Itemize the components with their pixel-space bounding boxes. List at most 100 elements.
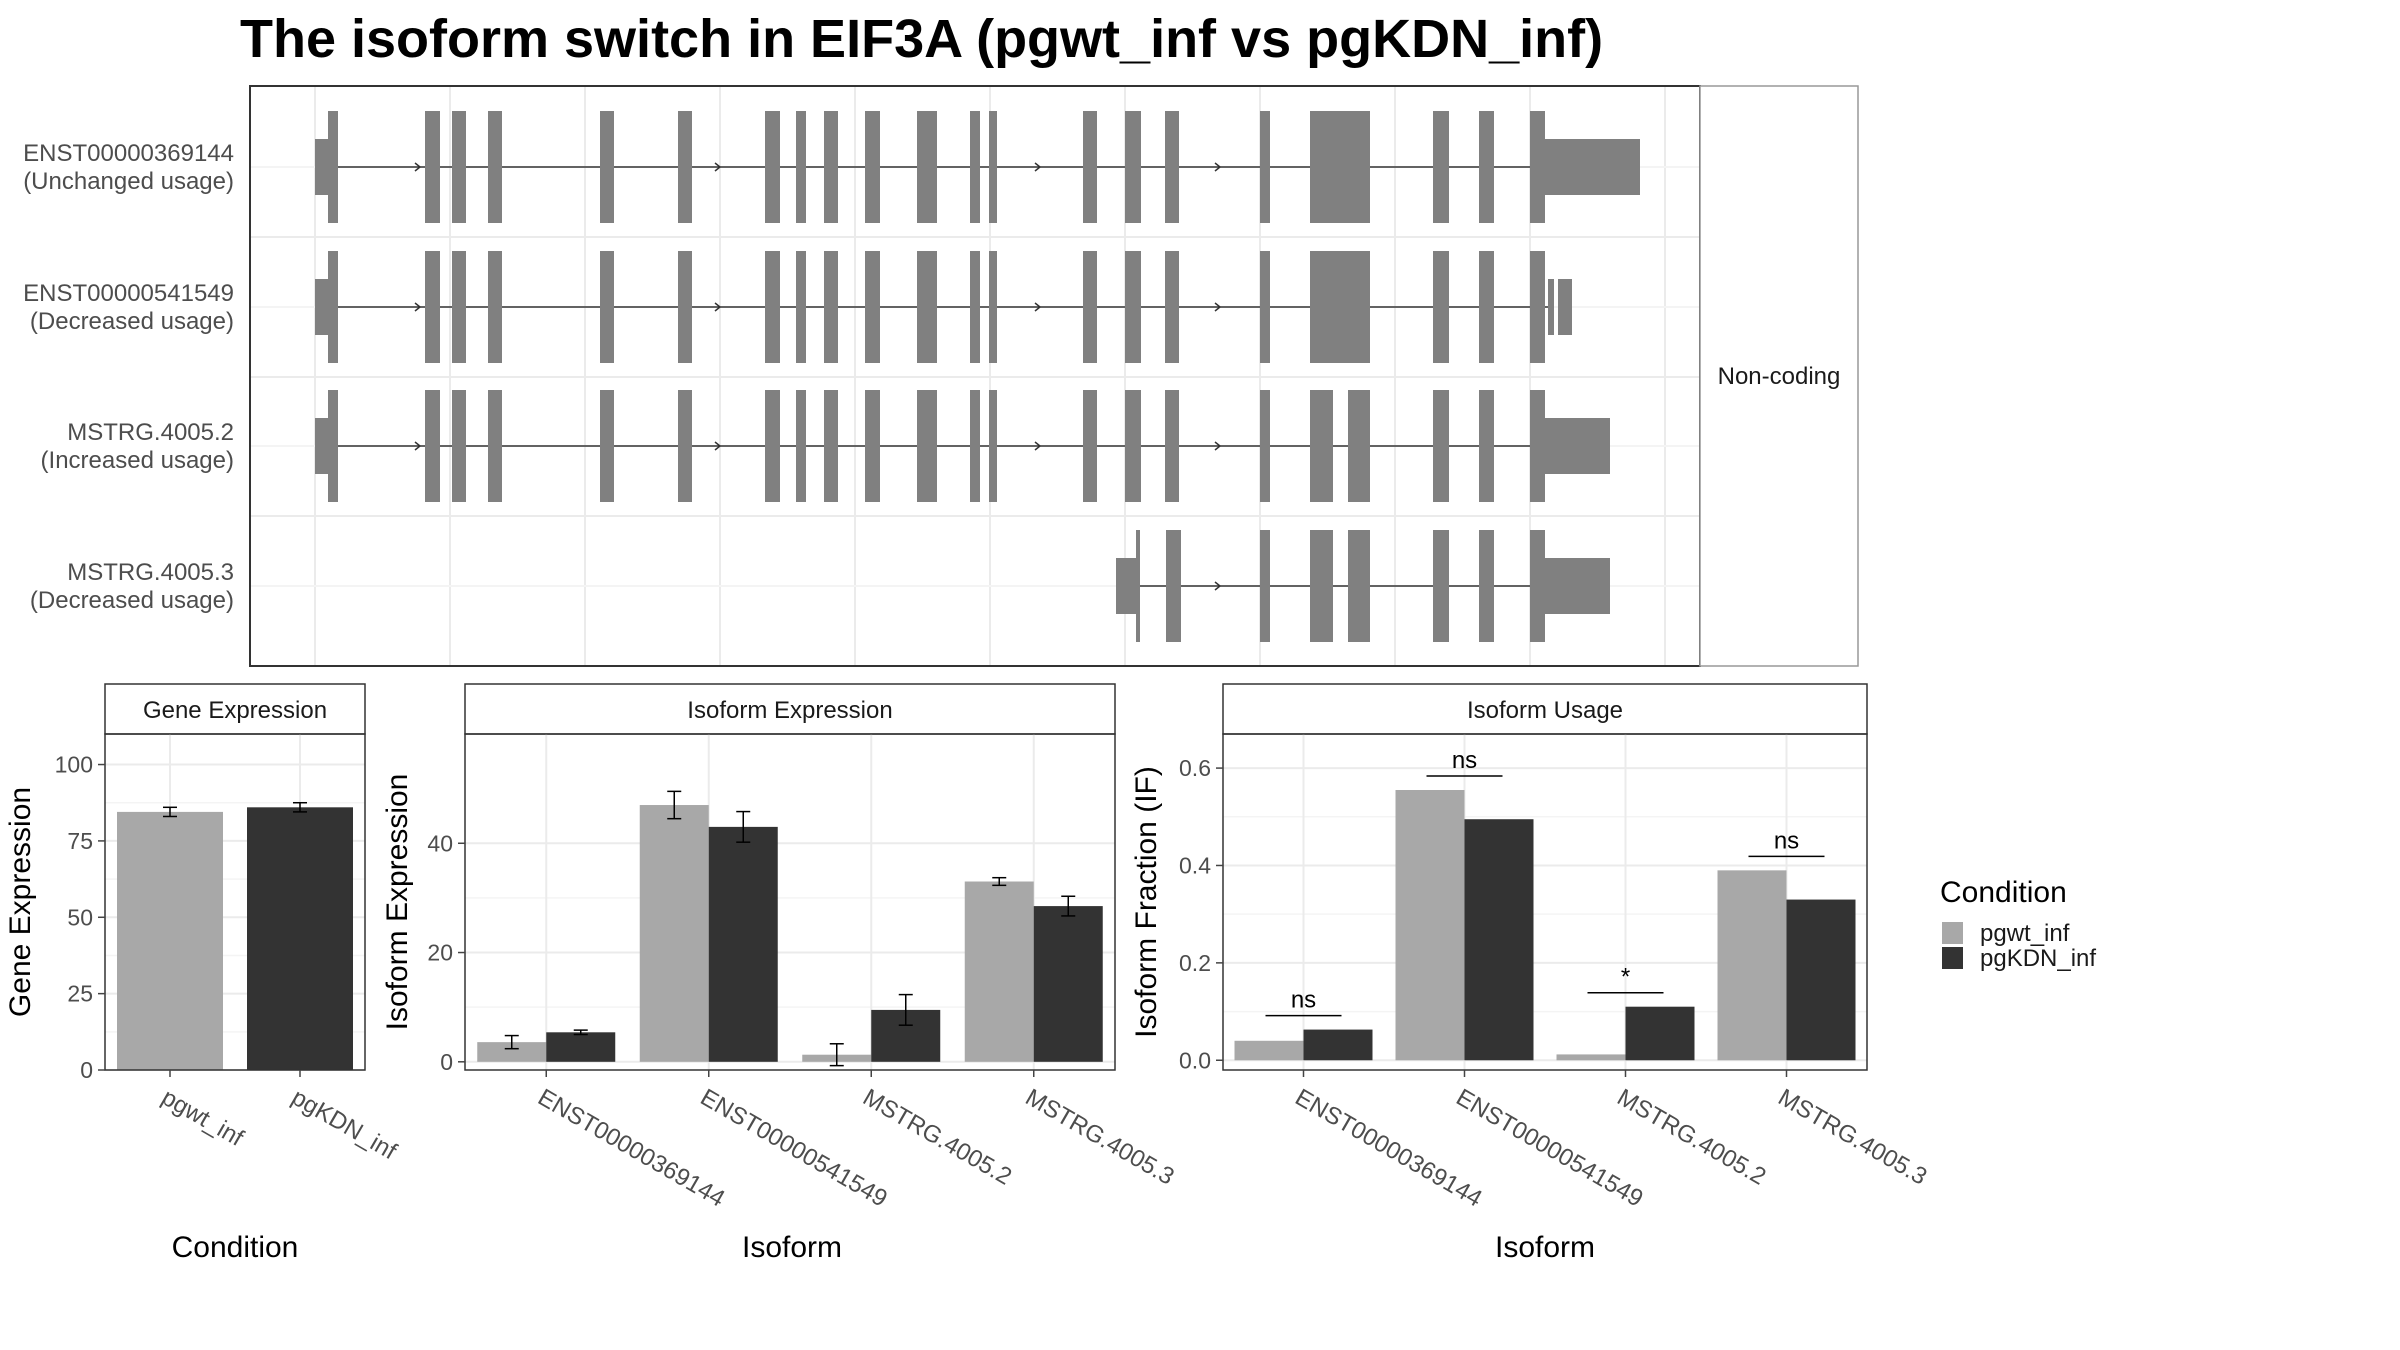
exon-block — [1083, 111, 1097, 223]
exon-block — [1530, 390, 1545, 502]
isoform-row-label: ENST00000541549 — [23, 280, 234, 307]
exon-block — [425, 251, 440, 363]
bar — [1786, 899, 1856, 1061]
y-tick-label: 0 — [440, 1049, 453, 1075]
bar — [546, 1032, 616, 1062]
exon-block — [1530, 251, 1545, 363]
x-tick-label: MSTRG.4005.3 — [1021, 1084, 1179, 1191]
bar — [1464, 819, 1534, 1061]
exon-block — [765, 390, 780, 502]
exon-block — [1433, 111, 1449, 223]
exon-block — [1479, 530, 1494, 642]
exon-block — [600, 251, 614, 363]
panel-strip-title: Isoform Usage — [1467, 697, 1623, 724]
legend-label: pgwt_inf — [1980, 920, 2070, 947]
exon-block — [917, 111, 937, 223]
y-tick-label: 0.0 — [1179, 1047, 1211, 1073]
exon-block — [1165, 251, 1179, 363]
y-tick-label: 0.4 — [1179, 852, 1211, 878]
exon-block — [1433, 390, 1449, 502]
strand-arrow — [1214, 162, 1222, 172]
bar — [477, 1042, 547, 1062]
y-tick-label: 25 — [67, 981, 93, 1007]
exon-block — [917, 251, 937, 363]
structure-strip-label: Non-coding — [1718, 363, 1841, 390]
bar — [964, 881, 1034, 1062]
exon-block — [765, 111, 780, 223]
exon-block — [452, 390, 466, 502]
strand-arrow — [1214, 581, 1222, 591]
y-axis-title: Isoform Expression — [381, 774, 414, 1031]
exon-block — [1125, 390, 1141, 502]
structure-strip — [1699, 85, 1859, 667]
exon-block — [824, 111, 838, 223]
isoform-row-note: (Increased usage) — [41, 447, 234, 474]
strand-arrow — [714, 302, 722, 312]
exon-block — [970, 111, 980, 223]
exon-block — [328, 251, 338, 363]
utr-block — [1545, 139, 1640, 195]
panel-border — [464, 733, 1116, 1071]
panel-strip — [104, 683, 366, 735]
legend-swatch — [1942, 922, 1963, 944]
utr-block — [1116, 558, 1136, 614]
exon-block — [678, 390, 692, 502]
exon-block — [796, 251, 806, 363]
exon-block — [1136, 530, 1140, 642]
y-tick-label: 75 — [67, 828, 93, 854]
page-title: The isoform switch in EIF3A (pgwt_inf vs… — [240, 9, 1604, 69]
exon-block — [1479, 111, 1494, 223]
bar — [1234, 1040, 1304, 1061]
x-axis-title: Condition — [172, 1231, 299, 1264]
y-axis-title: Gene Expression — [4, 787, 37, 1017]
y-tick-label: 50 — [67, 904, 93, 930]
exon-block — [488, 111, 502, 223]
exon-block — [1165, 111, 1179, 223]
exon-block — [425, 390, 440, 502]
exon-block — [824, 251, 838, 363]
exon-block — [488, 251, 502, 363]
y-tick-label: 40 — [427, 830, 453, 856]
bar — [708, 826, 778, 1062]
exon-block — [970, 390, 980, 502]
exon-block — [1260, 390, 1270, 502]
strand-arrow — [1214, 441, 1222, 451]
strand-arrow — [1214, 302, 1222, 312]
utr-block — [315, 418, 332, 474]
x-tick-label: pgwt_inf — [157, 1084, 248, 1152]
isoform-row-label: ENST00000369144 — [23, 140, 234, 167]
exon-block — [1125, 111, 1141, 223]
isoform-row-label: MSTRG.4005.3 — [67, 559, 234, 586]
utr-block — [315, 279, 332, 335]
panel-strip-title: Gene Expression — [143, 697, 327, 724]
exon-block — [1479, 390, 1494, 502]
exon-block — [1530, 530, 1545, 642]
x-axis-title: Isoform — [1495, 1231, 1595, 1264]
significance-label: ns — [1291, 987, 1316, 1014]
significance-label: ns — [1452, 747, 1477, 774]
exon-block — [678, 251, 692, 363]
bar — [247, 807, 353, 1070]
panel-border — [104, 733, 366, 1071]
x-tick-label: MSTRG.4005.2 — [858, 1084, 1016, 1191]
bar — [117, 811, 223, 1070]
exon-block — [989, 111, 997, 223]
isoform-row-note: (Decreased usage) — [30, 308, 234, 335]
exon-block — [328, 111, 338, 223]
exon-block — [1165, 390, 1179, 502]
exon-block — [1260, 251, 1270, 363]
x-axis-title: Isoform — [742, 1231, 842, 1264]
legend-label: pgKDN_inf — [1980, 945, 2096, 972]
strand-arrow — [414, 441, 422, 451]
exon-block — [488, 390, 502, 502]
exon-block — [1433, 530, 1449, 642]
exon-block — [1558, 279, 1572, 335]
utr-block — [1545, 418, 1610, 474]
exon-block — [970, 251, 980, 363]
utr-block — [1545, 558, 1610, 614]
exon-block — [765, 251, 780, 363]
bar — [1717, 870, 1787, 1061]
strand-arrow — [414, 162, 422, 172]
bar — [1625, 1006, 1695, 1061]
